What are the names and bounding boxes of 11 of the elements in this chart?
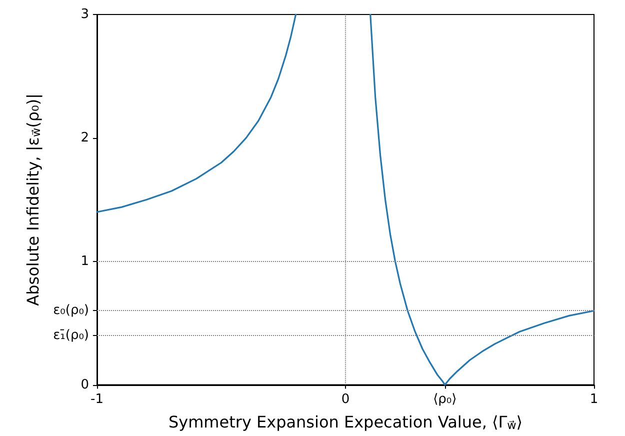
x-tick-label: 0	[341, 392, 350, 407]
y-tick-label: ε₀(ρ₀)	[53, 303, 89, 318]
x-tick-label: -1	[90, 392, 104, 407]
y-tick-label: ε₁̄(ρ₀)	[53, 328, 89, 343]
y-tick-label: 2	[80, 130, 89, 146]
y-tick-label: 1	[80, 254, 89, 269]
x-tick-label: ⟨ρ₀⟩	[433, 392, 457, 407]
x-tick-label: 1	[590, 392, 598, 407]
y-tick-label: 0	[80, 377, 89, 392]
y-axis-title: Absolute Infidelity, |εw⃗(ρ₀)|	[23, 93, 43, 306]
y-tick-label: 3	[80, 7, 89, 22]
